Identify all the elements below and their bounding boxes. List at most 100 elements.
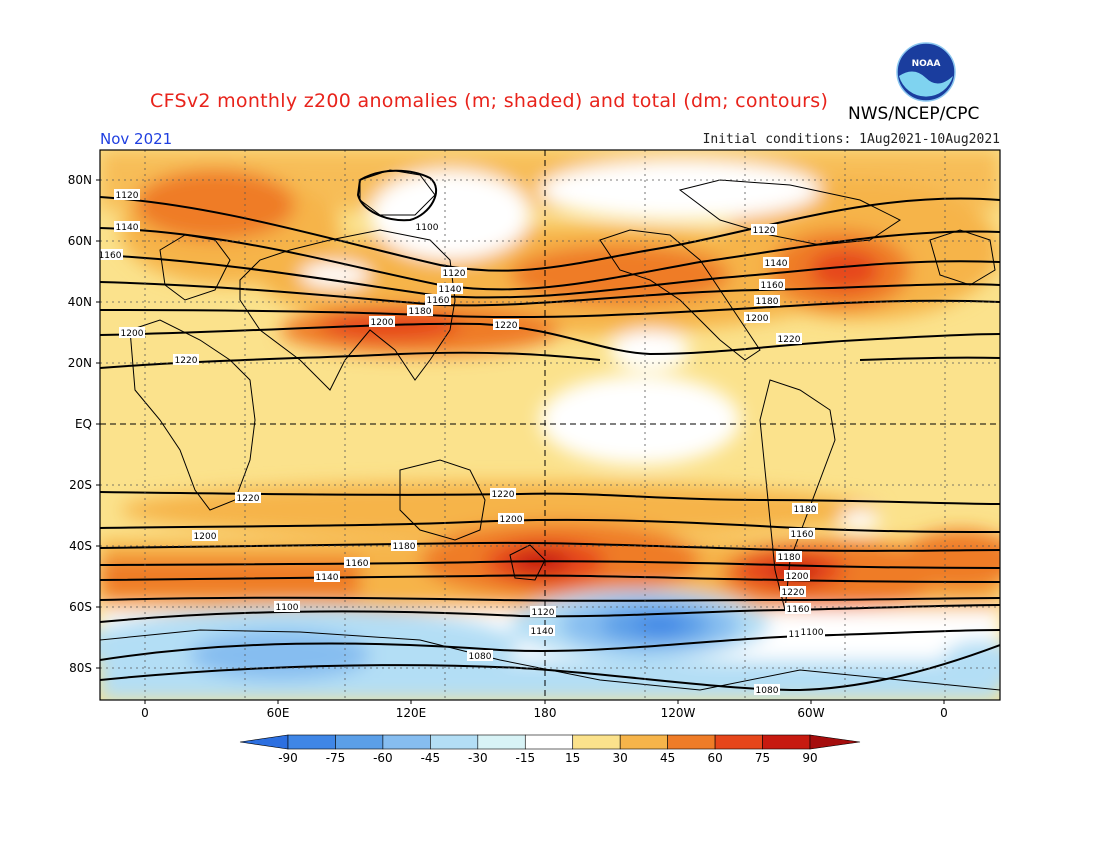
- lat-tick-label: 40S: [69, 539, 92, 553]
- colorbar-label: 30: [613, 751, 628, 765]
- svg-text:1080: 1080: [469, 652, 492, 662]
- latitude-labels: 80N 60N 40N 20N EQ 20S 40S 60S 80S: [68, 173, 100, 675]
- svg-text:1220: 1220: [495, 321, 518, 331]
- colorbar-label: -75: [326, 751, 346, 765]
- contour-label: 1180: [391, 540, 417, 552]
- lon-tick-label: 120E: [396, 706, 427, 720]
- contour-label: 1100: [414, 221, 440, 233]
- noaa-logo-icon: NOAA: [896, 42, 956, 102]
- lat-lon-grid: [100, 150, 1000, 700]
- contour-label: 1160: [425, 294, 451, 306]
- contour-label: 1200: [192, 530, 218, 542]
- svg-text:1200: 1200: [746, 314, 769, 324]
- svg-text:1200: 1200: [121, 329, 144, 339]
- lat-tick-label: 80N: [68, 173, 92, 187]
- svg-text:1180: 1180: [794, 505, 817, 515]
- svg-text:1100: 1100: [801, 628, 824, 638]
- map-frame: [99, 149, 1001, 701]
- contour-label: 1220: [235, 492, 261, 504]
- contour-label: 1120: [751, 224, 777, 236]
- svg-text:1140: 1140: [531, 627, 554, 637]
- lat-tick-label: 80S: [69, 661, 92, 675]
- colorbar-segment: [335, 734, 384, 750]
- svg-text:1120: 1120: [753, 226, 776, 236]
- colorbar-segment: [714, 734, 763, 750]
- svg-text:1160: 1160: [427, 296, 450, 306]
- lon-tick-label: 0: [940, 706, 948, 720]
- svg-text:1140: 1140: [765, 259, 788, 269]
- chart-title: CFSv2 monthly z200 anomalies (m; shaded)…: [150, 90, 829, 112]
- svg-text:1220: 1220: [175, 356, 198, 366]
- colorbar-label: 15: [565, 751, 580, 765]
- colorbar-label: -90: [278, 751, 298, 765]
- contour-label: 1120: [530, 606, 556, 618]
- contour-label: 1140: [763, 257, 789, 269]
- svg-text:1220: 1220: [237, 494, 260, 504]
- lon-tick-label: 60E: [267, 706, 290, 720]
- colorbar-label: 75: [755, 751, 770, 765]
- contour-label: 1140: [437, 283, 463, 295]
- colorbar-segment: [477, 734, 526, 750]
- contour-label: 1120: [114, 189, 140, 201]
- contour-label: 1160: [759, 279, 785, 291]
- svg-text:1180: 1180: [393, 542, 416, 552]
- contour-label: 1220: [776, 333, 802, 345]
- svg-text:1100: 1100: [276, 603, 299, 613]
- colorbar-label: -60: [373, 751, 393, 765]
- svg-text:1160: 1160: [787, 605, 810, 615]
- lat-tick-label: EQ: [75, 417, 92, 431]
- contour-label: 1160: [785, 603, 811, 615]
- contour-label: 1140: [114, 221, 140, 233]
- logo-text: NOAA: [912, 59, 941, 69]
- contour-labels: 1120114011601200122011001120114011601180…: [99, 189, 825, 696]
- svg-text:1120: 1120: [443, 269, 466, 279]
- contour-label: 1180: [407, 305, 433, 317]
- svg-text:1200: 1200: [500, 515, 523, 525]
- colorbar-segment: [619, 734, 668, 750]
- contour-label: 1220: [173, 354, 199, 366]
- contour-label: 1180: [792, 503, 818, 515]
- svg-text:1120: 1120: [116, 191, 139, 201]
- svg-text:1200: 1200: [194, 532, 217, 542]
- colorbar: -90 -75 -60 -45 -30 -15 15 30 45 60 75 90: [239, 734, 861, 765]
- contour-label: 1140: [314, 571, 340, 583]
- colorbar-segment: [382, 734, 431, 750]
- colorbar-min-arrow: [239, 734, 289, 750]
- forecast-month: Nov 2021: [100, 130, 173, 148]
- colorbar-segment: [572, 734, 621, 750]
- colorbar-segment: [430, 734, 479, 750]
- contour-label: 1120: [441, 267, 467, 279]
- svg-text:1180: 1180: [409, 307, 432, 317]
- svg-text:1080: 1080: [756, 686, 779, 696]
- svg-text:1160: 1160: [346, 559, 369, 569]
- colorbar-segment: [667, 734, 716, 750]
- contour-label: 1200: [369, 316, 395, 328]
- svg-text:1160: 1160: [99, 251, 122, 261]
- lat-tick-label: 40N: [68, 295, 92, 309]
- contour-label: 1160: [789, 528, 815, 540]
- contour-label: 1220: [493, 319, 519, 331]
- svg-text:1160: 1160: [791, 530, 814, 540]
- colorbar-label: 60: [707, 751, 722, 765]
- contour-label: 1200: [784, 570, 810, 582]
- contour-label: 1140: [529, 625, 555, 637]
- svg-text:1180: 1180: [756, 297, 779, 307]
- svg-text:1100: 1100: [416, 223, 439, 233]
- colorbar-segment: [762, 734, 811, 750]
- contour-label: 1200: [119, 327, 145, 339]
- initial-conditions: Initial conditions: 1Aug2021-10Aug2021: [702, 132, 1000, 147]
- svg-text:1200: 1200: [371, 318, 394, 328]
- svg-text:1140: 1140: [316, 573, 339, 583]
- contour-label: 1180: [754, 295, 780, 307]
- agency-label: NWS/NCEP/CPC: [848, 104, 980, 124]
- svg-text:1160: 1160: [761, 281, 784, 291]
- svg-text:1140: 1140: [116, 223, 139, 233]
- lat-tick-label: 60S: [69, 600, 92, 614]
- lat-tick-label: 20S: [69, 478, 92, 492]
- contour-label: 1200: [498, 513, 524, 525]
- lat-tick-label: 60N: [68, 234, 92, 248]
- contour-label: 1200: [744, 312, 770, 324]
- colorbar-label: 90: [802, 751, 817, 765]
- contour-label: 1160: [99, 249, 123, 261]
